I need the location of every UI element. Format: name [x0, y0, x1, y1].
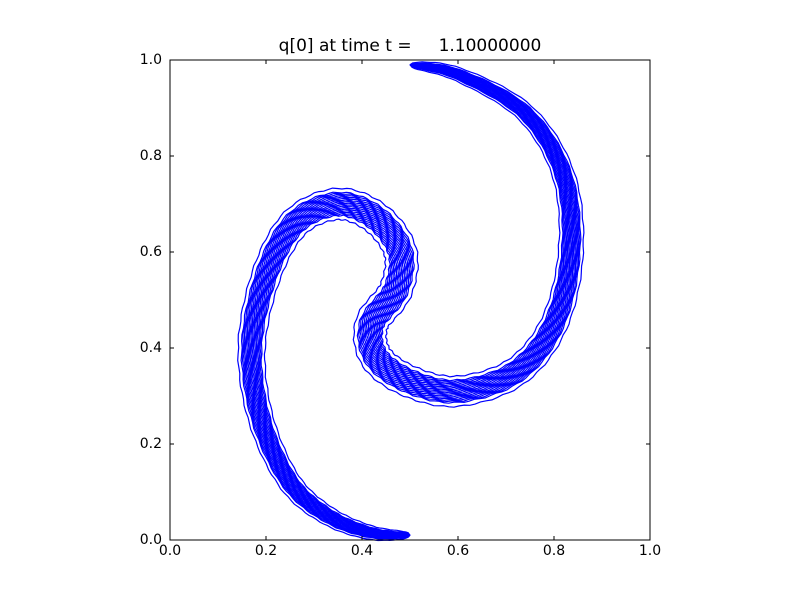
contour-line: [243, 64, 567, 539]
contour-line: [263, 61, 585, 536]
contour-line: [252, 64, 575, 536]
x-tick-label: 0.2: [255, 543, 277, 559]
contour-line: [237, 64, 561, 542]
contour-line: [258, 62, 580, 536]
x-tick-label: 1.0: [639, 543, 661, 559]
contour-line: [250, 64, 573, 536]
contour-line: [241, 64, 565, 540]
contour-line: [251, 64, 574, 536]
contour-line: [260, 62, 582, 536]
chart-title: q[0] at time t = 1.10000000: [279, 36, 542, 56]
contours: [237, 61, 585, 542]
contour-line: [242, 64, 566, 539]
contour-line: [254, 63, 577, 536]
y-tick-label: 0.0: [140, 532, 162, 548]
y-tick-label: 0.2: [140, 436, 162, 452]
x-tick-label: 0.0: [159, 543, 181, 559]
contour-line: [257, 63, 579, 536]
contour-line: [259, 62, 581, 536]
contour-line: [249, 64, 572, 537]
y-tick-label: 0.4: [140, 340, 162, 356]
contour-line: [255, 63, 578, 536]
x-tick-label: 0.8: [543, 543, 565, 559]
contour-line: [246, 64, 569, 538]
contour-line: [244, 64, 568, 538]
contour-line: [240, 64, 564, 540]
y-tick-label: 0.6: [140, 244, 162, 260]
x-tick-label: 0.4: [351, 543, 373, 559]
contour-line: [253, 63, 576, 536]
contour-line: [248, 64, 571, 537]
y-tick-label: 0.8: [140, 148, 162, 164]
x-tick-label: 0.6: [447, 543, 469, 559]
plot-frame: [169, 59, 651, 541]
y-tick-label: 1.0: [140, 52, 162, 68]
